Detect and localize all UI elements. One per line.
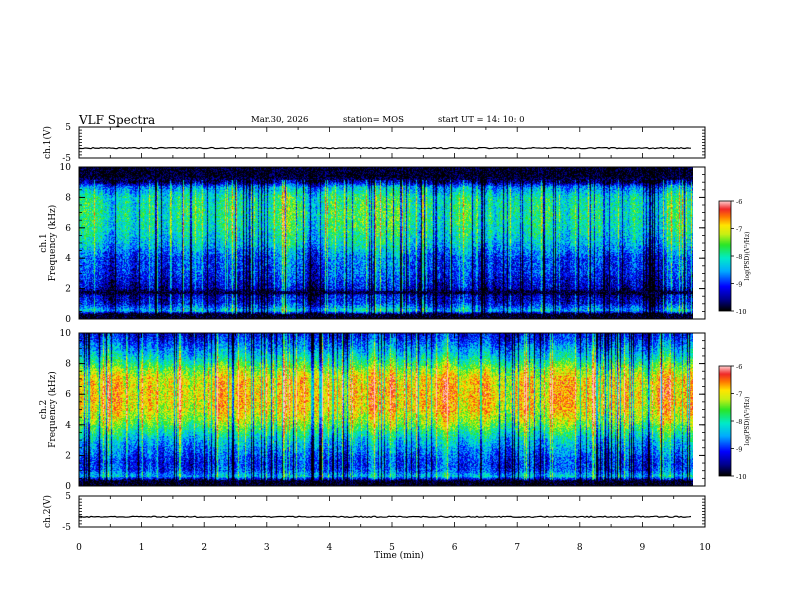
ch2-spectrogram-ytick-label: 0 [65, 482, 71, 492]
ch2-colorbar-image [719, 366, 731, 476]
ch1-spectrogram-ytick-label: 8 [65, 193, 71, 203]
x-tick-label: 6 [452, 543, 458, 553]
x-tick-label: 7 [514, 543, 520, 553]
ch2-spectrogram-ytick-label: 2 [65, 451, 71, 461]
ch1-spectrogram-image [79, 167, 693, 319]
ch1-spectrogram-ylabel: ch.1 [39, 233, 49, 252]
ch1-voltage-ytick-label: 5 [65, 123, 71, 133]
ch2-spectrogram-ylabel: ch.2 [39, 400, 49, 419]
ch1-spectrogram-colorbar-tick-label: -8 [736, 253, 742, 261]
x-tick-label: 0 [76, 543, 82, 553]
ch1-spectrogram-ytick-label: 0 [65, 315, 71, 325]
ch1-spectrogram-ytick-label: 2 [65, 285, 71, 295]
ch2-voltage-trace [78, 515, 692, 519]
figure-title: VLF Spectra [79, 113, 156, 127]
date-label: Mar.30, 2026 [251, 115, 309, 125]
ch2-spectrogram-colorbar-frame [718, 365, 732, 477]
ch1-voltage-trace [78, 146, 692, 150]
ch2-spectrogram-ytick-label: 6 [65, 390, 71, 400]
ch2-spectrogram-ylabel: Frequency (kHz) [47, 371, 58, 448]
x-tick-label: 2 [201, 543, 207, 553]
ch2-spectrogram-colorbar-tick-label: -7 [736, 391, 742, 399]
ch2-spectrogram-colorbar-tick-label: -8 [736, 418, 742, 426]
ch1-spectrogram-colorbar-tick-label: -9 [736, 281, 742, 289]
ch2-spectrogram-ytick-label: 10 [60, 329, 72, 339]
ch1-spectrogram-frame [78, 166, 706, 320]
ch2-voltage-ylabel: ch.2(V) [42, 495, 53, 528]
ch2-spectrogram-colorbar-label: log(PSD)(V²/Hz) [744, 397, 751, 446]
ch2-spectrogram-colorbar-tick-label: -9 [736, 446, 742, 454]
ch1-spectrogram-ylabel: Frequency (kHz) [47, 205, 58, 282]
ch1-colorbar-image [719, 201, 731, 311]
ch2-voltage-ytick-label: -5 [62, 523, 71, 533]
ch1-spectrogram-ytick-label: 4 [65, 254, 71, 264]
x-tick-label: 5 [389, 543, 395, 553]
ch1-spectrogram-colorbar-tick-label: -6 [736, 198, 742, 206]
ch1-spectrogram-colorbar-label: log(PSD)(V²/Hz) [744, 232, 751, 281]
start-time-label: start UT = 14: 10: 0 [438, 115, 525, 125]
ch2-voltage-ytick-label: 5 [65, 492, 71, 502]
x-tick-label: 10 [699, 543, 711, 553]
ch2-spectrogram-frame [78, 332, 706, 487]
ch2-spectrogram-image [79, 333, 693, 486]
x-tick-label: 1 [139, 543, 145, 553]
ch1-spectrogram-ytick-label: 10 [60, 163, 72, 173]
x-axis-label: Time (min) [374, 550, 424, 561]
x-tick-label: 8 [577, 543, 583, 553]
ch2-spectrogram-ytick-label: 8 [65, 360, 71, 370]
ch1-spectrogram-colorbar-frame [718, 200, 732, 312]
x-tick-label: 3 [264, 543, 270, 553]
station-label: station= MOS [343, 115, 404, 125]
ch2-spectrogram-ytick-label: 4 [65, 421, 71, 431]
x-tick-label: 9 [640, 543, 646, 553]
ch2-spectrogram-colorbar-tick-label: -6 [736, 363, 742, 371]
ch1-spectrogram-ytick-label: 6 [65, 224, 71, 234]
ch2-spectrogram-colorbar-tick-label: -10 [736, 473, 746, 481]
ch1-voltage-ytick-label: -5 [62, 154, 71, 164]
x-tick-label: 4 [327, 543, 333, 553]
ch1-spectrogram-colorbar-tick-label: -10 [736, 308, 746, 316]
ch1-spectrogram-colorbar-tick-label: -7 [736, 226, 742, 234]
ch1-voltage-ylabel: ch.1(V) [42, 126, 53, 159]
